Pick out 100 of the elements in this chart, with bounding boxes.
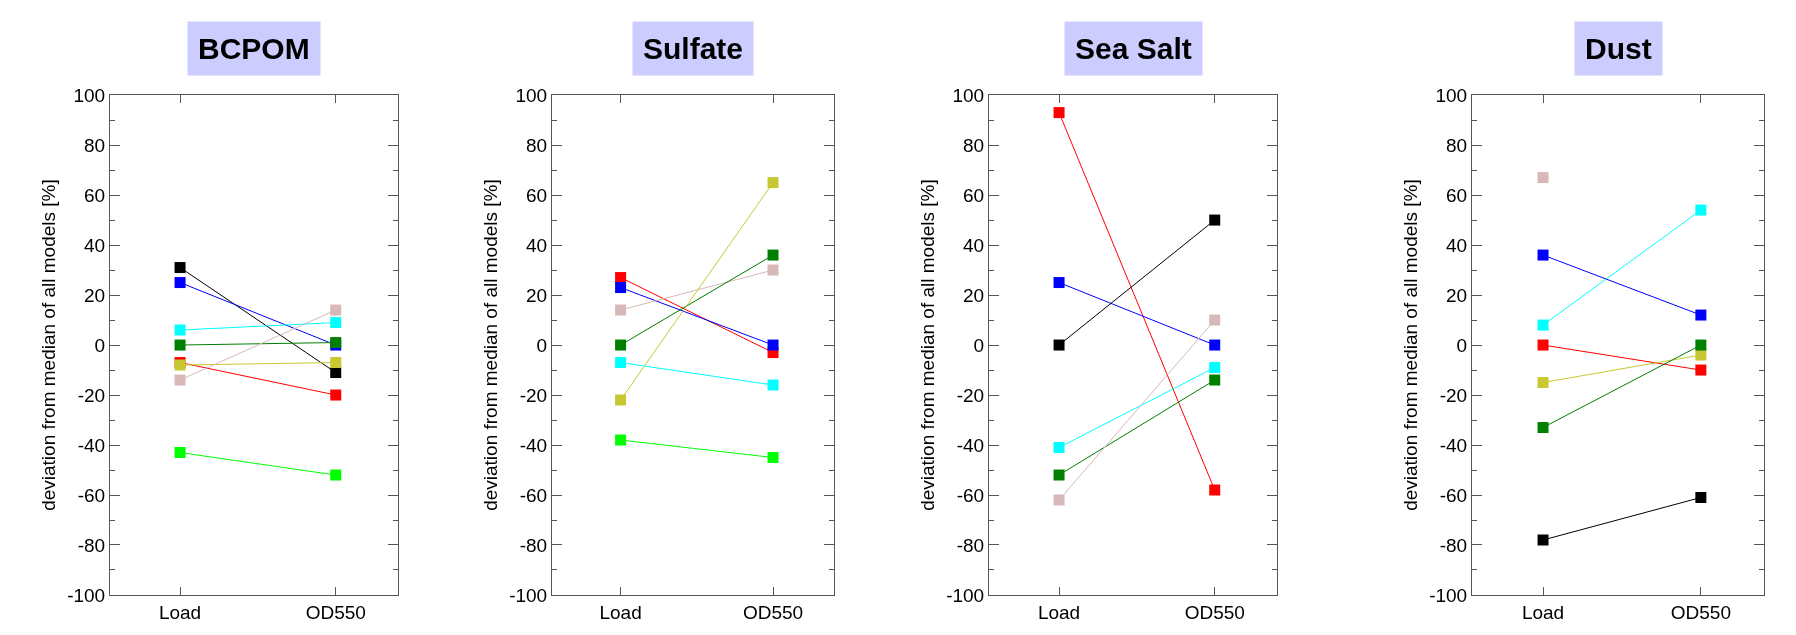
- y-tick-label: -100: [946, 584, 985, 606]
- point: [1537, 172, 1549, 184]
- point: [615, 357, 627, 369]
- chart-title: BCPOM: [198, 32, 310, 65]
- y-tick-label: 80: [963, 134, 985, 156]
- point: [1695, 492, 1707, 504]
- point: [615, 304, 627, 316]
- y-tick-label: -100: [509, 584, 548, 606]
- point: [615, 394, 627, 406]
- y-tick-label: -40: [1439, 434, 1468, 456]
- point: [1053, 277, 1065, 289]
- y-axis-title: deviation from median of all models [%]: [1400, 179, 1422, 511]
- y-tick-label: -80: [77, 534, 106, 556]
- point: [1053, 442, 1065, 454]
- point: [1695, 339, 1707, 351]
- y-tick-label: -60: [956, 484, 985, 506]
- y-tick-label: 100: [952, 84, 985, 106]
- point: [1053, 339, 1065, 351]
- point: [174, 262, 186, 274]
- x-tick-label: Load: [1521, 601, 1565, 623]
- x-tick-label: OD550: [1670, 601, 1731, 623]
- y-tick-label: -40: [519, 434, 548, 456]
- point: [1695, 309, 1707, 321]
- point: [174, 324, 186, 336]
- y-tick-label: -100: [67, 584, 106, 606]
- y-tick-label: -40: [77, 434, 106, 456]
- point: [1209, 362, 1221, 374]
- point: [767, 177, 779, 189]
- point: [767, 249, 779, 261]
- y-tick-label: 0: [536, 334, 548, 356]
- point: [1695, 349, 1707, 361]
- x-tick-label: OD550: [1184, 601, 1245, 623]
- point: [174, 277, 186, 289]
- y-tick-label: 100: [73, 84, 106, 106]
- point: [615, 282, 627, 294]
- point: [330, 389, 342, 401]
- point: [767, 379, 779, 391]
- y-axis-title: deviation from median of all models [%]: [480, 179, 502, 511]
- y-tick-label: -80: [519, 534, 548, 556]
- y-tick-label: 20: [1446, 284, 1468, 306]
- y-tick-label: 40: [84, 234, 106, 256]
- y-axis-title: deviation from median of all models [%]: [38, 179, 60, 511]
- point: [330, 317, 342, 329]
- point: [1537, 319, 1549, 331]
- y-tick-label: -60: [1439, 484, 1468, 506]
- point: [1053, 107, 1065, 119]
- y-tick-label: -20: [519, 384, 548, 406]
- point: [1537, 249, 1549, 261]
- point: [330, 357, 342, 369]
- y-tick-label: 20: [963, 284, 985, 306]
- y-tick-label: 40: [526, 234, 548, 256]
- point: [1537, 377, 1549, 389]
- y-tick-label: -40: [956, 434, 985, 456]
- x-tick-label: Load: [1037, 601, 1081, 623]
- point: [767, 452, 779, 464]
- y-tick-label: 60: [1446, 184, 1468, 206]
- y-tick-label: 60: [84, 184, 106, 206]
- point: [1053, 469, 1065, 481]
- y-tick-label: 0: [1456, 334, 1468, 356]
- point: [330, 469, 342, 481]
- x-tick-label: OD550: [305, 601, 366, 623]
- point: [1537, 422, 1549, 434]
- point: [330, 367, 342, 379]
- point: [1053, 494, 1065, 506]
- y-tick-label: 60: [963, 184, 985, 206]
- chart-title: Dust: [1585, 32, 1652, 65]
- point: [174, 447, 186, 459]
- y-tick-label: 80: [526, 134, 548, 156]
- point: [767, 339, 779, 351]
- y-tick-label: 80: [1446, 134, 1468, 156]
- y-tick-label: 60: [526, 184, 548, 206]
- y-tick-label: -100: [1429, 584, 1468, 606]
- point: [174, 374, 186, 386]
- y-tick-label: -60: [77, 484, 106, 506]
- y-tick-label: 80: [84, 134, 106, 156]
- point: [1209, 214, 1221, 226]
- y-tick-label: 0: [94, 334, 106, 356]
- point: [330, 304, 342, 316]
- point: [1537, 534, 1549, 546]
- y-tick-label: -20: [1439, 384, 1468, 406]
- point: [1209, 374, 1221, 386]
- point: [615, 434, 627, 446]
- point: [615, 272, 627, 284]
- y-tick-label: 100: [515, 84, 548, 106]
- point: [1695, 364, 1707, 376]
- y-tick-label: 40: [963, 234, 985, 256]
- x-tick-label: Load: [158, 601, 202, 623]
- y-tick-label: -20: [956, 384, 985, 406]
- x-tick-label: OD550: [742, 601, 804, 623]
- point: [767, 264, 779, 276]
- y-tick-label: -60: [519, 484, 548, 506]
- point: [1209, 339, 1221, 351]
- y-tick-label: 20: [526, 284, 548, 306]
- chart-title: Sea Salt: [1075, 32, 1192, 65]
- y-axis-title: deviation from median of all models [%]: [917, 179, 939, 511]
- x-tick-label: Load: [599, 601, 642, 623]
- chart-title: Sulfate: [643, 32, 744, 65]
- point: [1209, 314, 1221, 326]
- point: [1695, 204, 1707, 216]
- y-tick-label: -80: [1439, 534, 1468, 556]
